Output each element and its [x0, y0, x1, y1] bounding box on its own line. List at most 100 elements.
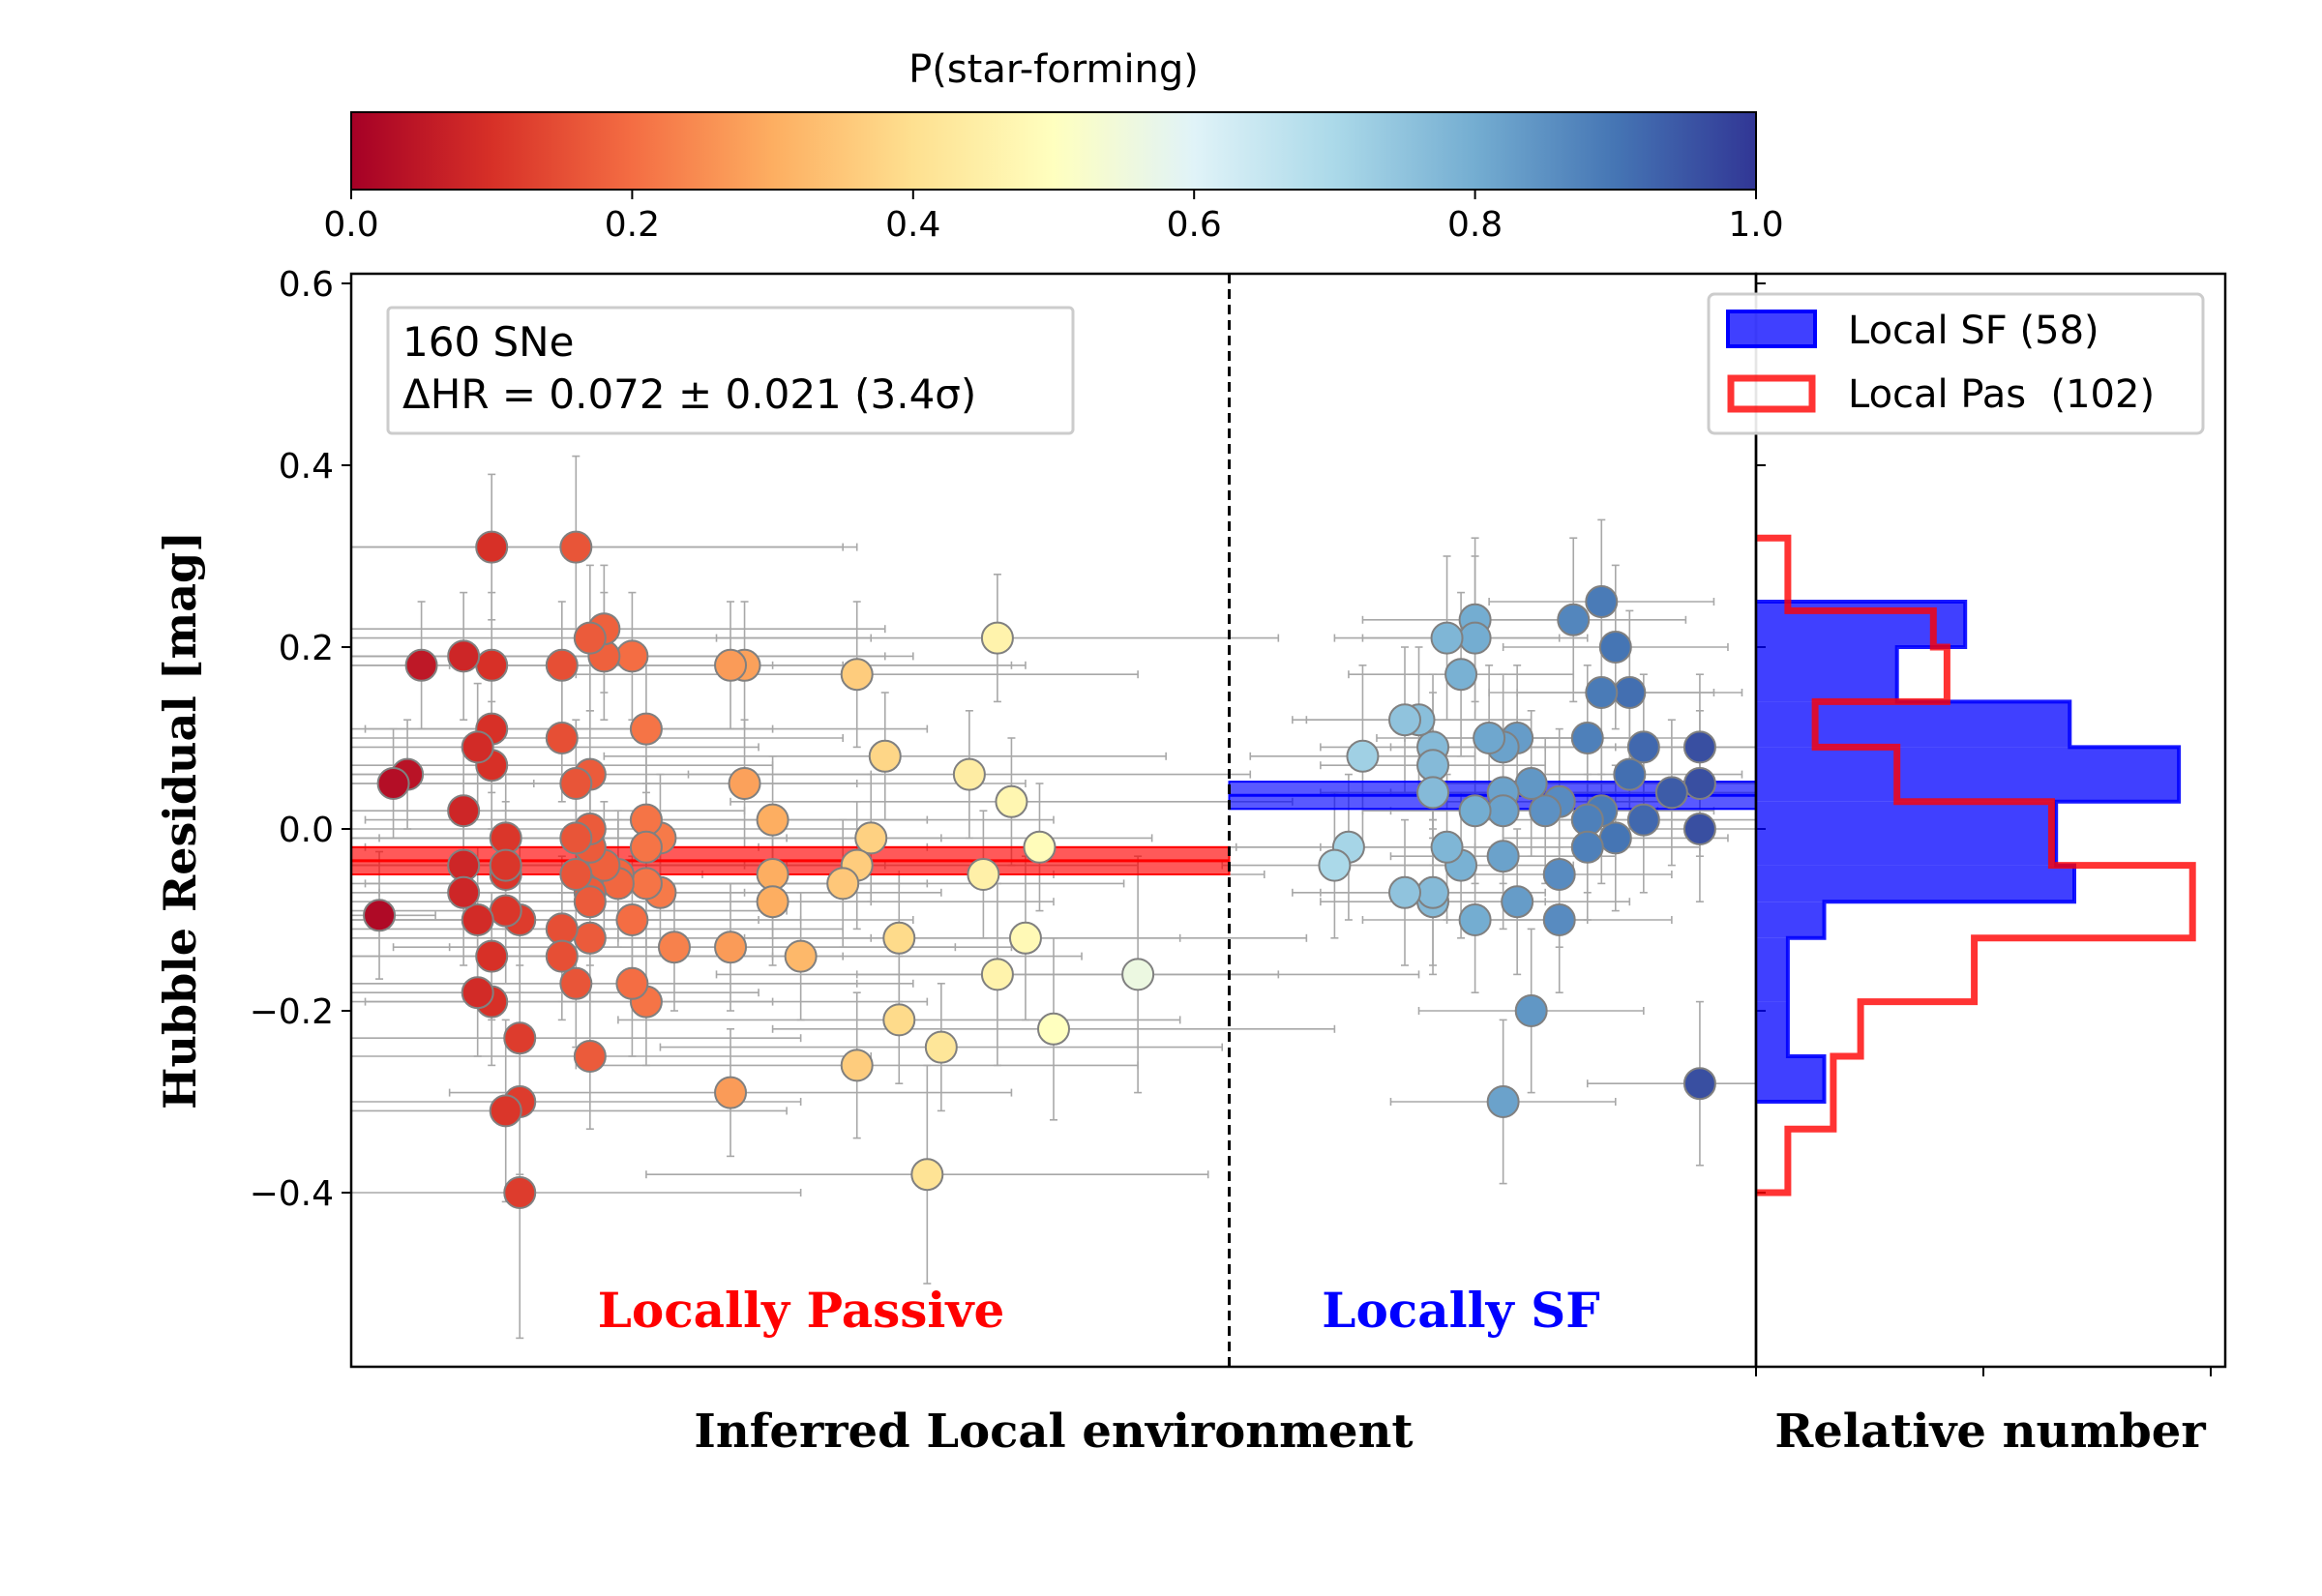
data-point [1542, 858, 1576, 891]
data-point [545, 939, 579, 973]
data-point [559, 966, 593, 1000]
x-axis-label: Inferred Local environment [694, 1404, 1413, 1459]
data-point [559, 858, 593, 891]
data-point [910, 1158, 944, 1192]
hist-bar [1756, 865, 2074, 902]
annotation-line-2: ΔHR = 0.072 ± 0.021 (3.4σ) [402, 370, 976, 418]
data-point [1486, 840, 1520, 873]
annotation-box: 160 SNe ΔHR = 0.072 ± 0.021 (3.4σ) [386, 306, 1075, 435]
data-point [1444, 658, 1478, 692]
data-point [1473, 722, 1506, 754]
data-point [461, 730, 494, 764]
y-tick-label: 0.4 [279, 447, 334, 487]
data-point [376, 767, 410, 800]
data-point [924, 1030, 958, 1064]
data-point [1613, 757, 1647, 791]
main-plot-area [351, 455, 1756, 1340]
colorbar-ticks: 0.0 0.2 0.4 0.6 0.8 1.0 [323, 190, 1784, 245]
annotation-line-1: 160 SNe [402, 318, 574, 366]
colorbar-gradient [350, 111, 1757, 191]
data-point [1416, 875, 1450, 909]
data-point [1598, 821, 1632, 855]
data-point [1570, 830, 1604, 864]
data-point [363, 899, 397, 932]
data-point [573, 885, 607, 919]
legend-swatch-local-pas [1727, 374, 1816, 413]
colorbar-tick-label: 0.2 [605, 205, 660, 245]
y-tick-label: −0.4 [250, 1174, 334, 1214]
data-point [1626, 803, 1660, 837]
hist-bar [1756, 701, 2070, 748]
data-point [559, 821, 593, 855]
data-point [784, 939, 818, 973]
data-point [573, 621, 607, 655]
data-point [545, 722, 579, 754]
colorbar-tick-label: 0.0 [323, 205, 378, 245]
data-point [1023, 830, 1057, 864]
hist-bar [1756, 901, 1825, 938]
data-point [447, 794, 481, 828]
data-point [854, 821, 888, 855]
data-point [756, 885, 789, 919]
colorbar-tick-label: 0.6 [1167, 205, 1222, 245]
hist-bar [1756, 937, 1788, 1002]
data-point [1598, 631, 1632, 664]
data-point [980, 621, 1014, 655]
data-point [489, 894, 522, 928]
data-point [1486, 794, 1520, 828]
hist-bar [1756, 747, 2180, 802]
y-tick-label: 0.6 [279, 265, 334, 305]
data-point [714, 931, 748, 964]
data-point [1682, 767, 1716, 800]
data-point [1542, 903, 1576, 936]
data-point [503, 1176, 537, 1209]
data-point [461, 976, 494, 1010]
legend: Local SF (58) Local Pas (102) [1707, 292, 2205, 435]
colorbar: P(star-forming) 0.0 0.2 0.4 0.6 0.8 1.0 [323, 47, 1783, 245]
data-point [1682, 1067, 1716, 1101]
data-point [882, 1003, 916, 1037]
legend-box [1707, 292, 2205, 435]
data-point [1626, 730, 1660, 764]
data-point [840, 1049, 874, 1082]
data-point [629, 867, 663, 901]
histogram-panel: Relative number Local SF (58) Local Pas … [1707, 272, 2227, 1459]
hist-bar [1756, 1056, 1825, 1102]
data-point [1416, 776, 1450, 810]
data-point [1570, 722, 1604, 754]
data-point [545, 648, 579, 682]
y-tick-label: −0.2 [250, 992, 334, 1032]
data-point [1682, 813, 1716, 845]
data-point [573, 921, 607, 955]
data-point [1458, 903, 1492, 936]
colorbar-tick-label: 1.0 [1728, 205, 1783, 245]
data-point [573, 1040, 607, 1073]
y-tick-label: 0.0 [279, 811, 334, 850]
colorbar-label: P(star-forming) [908, 47, 1199, 92]
data-point [1529, 794, 1563, 828]
data-point [461, 903, 494, 936]
hist-bar [1756, 801, 2057, 866]
data-point [503, 1021, 537, 1055]
data-point [714, 648, 748, 682]
legend-swatch-local-sf [1726, 310, 1817, 348]
data-point [447, 639, 481, 673]
error-bar [351, 982, 873, 1130]
data-point [1430, 830, 1464, 864]
colorbar-tick-label: 0.4 [885, 205, 940, 245]
data-point [952, 757, 986, 791]
legend-label-local-sf: Local SF (58) [1848, 309, 2099, 353]
histogram-local-pas [1756, 534, 2196, 1197]
data-point [1514, 994, 1548, 1027]
data-point [1008, 921, 1042, 955]
data-point [489, 1094, 522, 1128]
data-point [1037, 1012, 1070, 1046]
data-point [995, 784, 1028, 818]
data-point [615, 639, 649, 673]
data-point [1458, 794, 1492, 828]
data-point [756, 803, 789, 837]
data-point [615, 903, 649, 936]
data-point [559, 530, 593, 564]
hist-bar [1756, 1001, 1788, 1056]
